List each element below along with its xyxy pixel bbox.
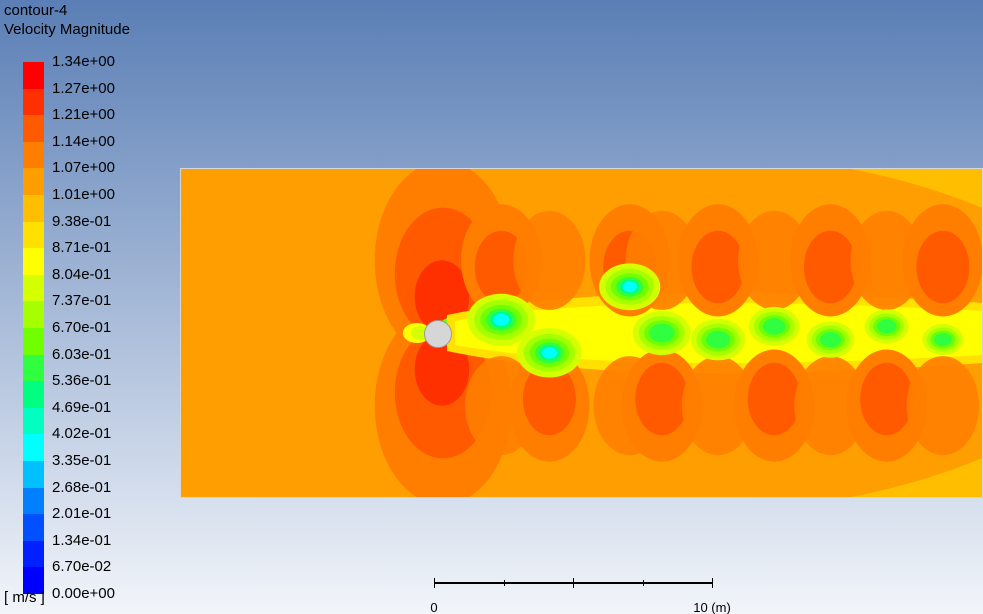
legend-value-labels: 1.34e+001.27e+001.21e+001.14e+001.07e+00… bbox=[52, 54, 115, 612]
legend-swatch bbox=[23, 62, 44, 89]
legend-swatch bbox=[23, 248, 44, 275]
legend-swatch bbox=[23, 328, 44, 355]
legend-value: 4.02e-01 bbox=[52, 426, 115, 453]
legend-swatch bbox=[23, 381, 44, 408]
legend-swatch bbox=[23, 222, 44, 249]
legend-value: 1.21e+00 bbox=[52, 107, 115, 134]
legend-value: 8.71e-01 bbox=[52, 240, 115, 267]
legend-value: 9.38e-01 bbox=[52, 214, 115, 241]
legend-value: 6.03e-01 bbox=[52, 347, 115, 374]
legend-value: 1.01e+00 bbox=[52, 187, 115, 214]
contour-svg bbox=[180, 168, 983, 498]
legend-swatch bbox=[23, 355, 44, 382]
legend-swatch bbox=[23, 195, 44, 222]
title-line2: Velocity Magnitude bbox=[4, 21, 130, 40]
legend-swatch bbox=[23, 142, 44, 169]
scale-label-start: 0 bbox=[430, 600, 437, 614]
legend-swatch bbox=[23, 115, 44, 142]
legend-value: 7.37e-01 bbox=[52, 293, 115, 320]
legend-value: 6.70e-01 bbox=[52, 320, 115, 347]
scale-label-end: 10 (m) bbox=[693, 600, 731, 614]
legend-value: 1.27e+00 bbox=[52, 81, 115, 108]
legend-swatch bbox=[23, 461, 44, 488]
scale-bar-labels: 0 10 (m) bbox=[0, 600, 983, 614]
scale-bar bbox=[0, 582, 983, 596]
legend-value: 2.01e-01 bbox=[52, 506, 115, 533]
legend-swatch bbox=[23, 168, 44, 195]
legend-value: 5.36e-01 bbox=[52, 373, 115, 400]
cfd-viewport: contour-4 Velocity Magnitude 1.34e+001.2… bbox=[0, 0, 983, 614]
legend-swatch bbox=[23, 408, 44, 435]
plot-title: contour-4 Velocity Magnitude bbox=[4, 2, 130, 40]
legend-value: 4.69e-01 bbox=[52, 400, 115, 427]
legend-value: 1.14e+00 bbox=[52, 134, 115, 161]
legend-swatch bbox=[23, 541, 44, 568]
legend-value: 8.04e-01 bbox=[52, 267, 115, 294]
title-line1: contour-4 bbox=[4, 2, 130, 21]
legend-value: 1.34e-01 bbox=[52, 533, 115, 560]
legend-value: 1.34e+00 bbox=[52, 54, 115, 81]
legend-colorbar bbox=[23, 62, 44, 594]
legend-swatch bbox=[23, 301, 44, 328]
legend-swatch bbox=[23, 434, 44, 461]
legend-value: 3.35e-01 bbox=[52, 453, 115, 480]
legend-swatch bbox=[23, 514, 44, 541]
legend-value: 1.07e+00 bbox=[52, 160, 115, 187]
cylinder-body bbox=[424, 320, 452, 348]
contour-plot bbox=[180, 168, 983, 498]
legend-value: 2.68e-01 bbox=[52, 480, 115, 507]
legend-swatch bbox=[23, 89, 44, 116]
legend-swatch bbox=[23, 488, 44, 515]
legend-swatch bbox=[23, 275, 44, 302]
